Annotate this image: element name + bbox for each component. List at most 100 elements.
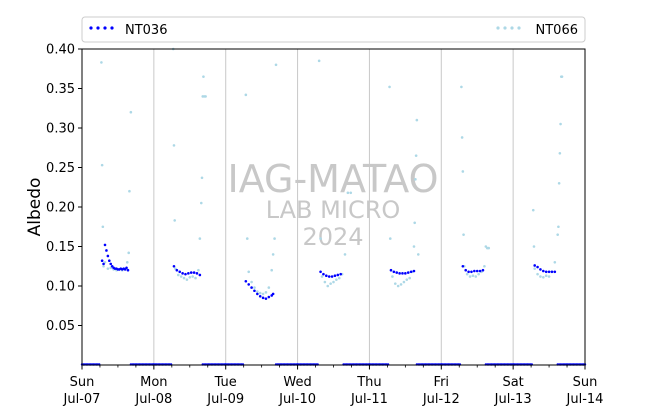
x-tick-day-label: Mon [140,375,167,390]
x-tick-date-label: Jul-09 [206,392,244,407]
data-point [270,268,274,272]
data-point [108,259,111,263]
data-point [396,284,400,288]
data-point [533,264,536,267]
data-point [461,264,465,268]
data-point [413,221,416,225]
data-point [542,276,545,279]
data-point [327,275,331,278]
data-point [474,275,478,278]
data-point [402,280,406,284]
y-tick-label: 0.05 [46,319,75,334]
x-tick-day-label: Wed [283,375,311,390]
data-point [487,246,491,250]
data-point [556,233,559,236]
data-point [253,286,256,289]
data-point [258,294,262,298]
x-tick-day-label: Thu [356,375,381,390]
x-tick-date-label: Jul-10 [278,392,316,407]
data-point [189,271,193,274]
data-point [101,225,105,229]
data-point [558,151,562,155]
data-point [553,261,557,264]
y-axis: 0.05 0.10 0.15 0.20 0.25 0.30 0.35 0.40 [46,43,82,334]
data-point [258,291,262,295]
x-tick-day-label: Sun [70,375,95,390]
data-point [388,85,391,89]
data-point [256,292,259,296]
data-point [100,259,104,263]
data-point [102,262,105,266]
data-point [560,75,564,78]
data-point [337,276,341,280]
x-tick-date-label: Jul-14 [566,392,604,407]
data-point [172,264,176,268]
data-point [250,280,253,284]
data-point [106,267,110,270]
data-point [106,254,110,258]
data-point [195,272,199,275]
legend-dot [96,26,100,30]
watermark: IAG-MATAO LAB MICRO 2024 [227,157,438,251]
y-axis-label: Albedo [25,178,45,237]
data-point [184,272,187,276]
legend-label-nt036: NT036 [125,23,167,38]
data-point [471,274,475,278]
x-tick-date-label: Jul-08 [134,392,172,407]
data-point [247,270,251,274]
data-point [197,268,200,272]
y-tick-label: 0.10 [46,280,75,295]
data-point [346,191,350,195]
data-point [271,292,275,296]
data-point [267,286,271,289]
data-point [271,253,275,256]
x-tick-day-label: Tue [214,375,237,390]
data-point [349,191,353,195]
data-point [461,170,465,173]
data-point [470,270,473,274]
data-point [250,286,253,289]
legend-dot [510,26,514,30]
data-point [399,283,403,286]
data-point [125,266,128,270]
y-tick-label: 0.15 [46,240,75,255]
y-tick-label: 0.40 [46,43,75,58]
data-point [109,262,113,266]
legend-box [81,16,586,43]
x-axis: Sun Jul-07 Mon Jul-08 Tue Jul-09 Wed Jul-10 Thu J… [63,365,604,407]
data-point [253,289,256,293]
data-point [414,178,417,181]
data-point [531,208,535,212]
legend: NT036 NT066 [81,16,586,43]
data-point [129,110,133,114]
legend-dot [89,26,93,30]
data-point [477,272,480,276]
data-point [550,270,554,274]
data-point [175,268,179,272]
data-point [401,272,404,275]
data-point [319,270,322,274]
data-point [127,251,131,255]
legend-marker-nt066 [496,26,521,30]
watermark-line-2: LAB MICRO [266,196,401,224]
data-point [173,219,176,222]
data-point [409,270,413,274]
data-point [559,122,562,126]
data-point [178,270,182,274]
data-point [128,189,131,193]
data-point [325,274,328,278]
data-point [395,271,399,274]
data-point [247,283,251,286]
data-point [408,276,411,280]
legend-dot [103,26,107,30]
data-point [336,273,340,277]
data-point [335,278,338,281]
data-point [273,237,276,240]
x-tick-date-label: Jul-07 [63,392,101,407]
data-point [200,176,204,180]
x-tick-date-label: Jul-13 [494,392,532,407]
data-point [392,270,396,274]
watermark-line-3: 2024 [302,223,363,251]
data-point [102,264,105,268]
watermark-line-1: IAG-MATAO [227,157,438,201]
